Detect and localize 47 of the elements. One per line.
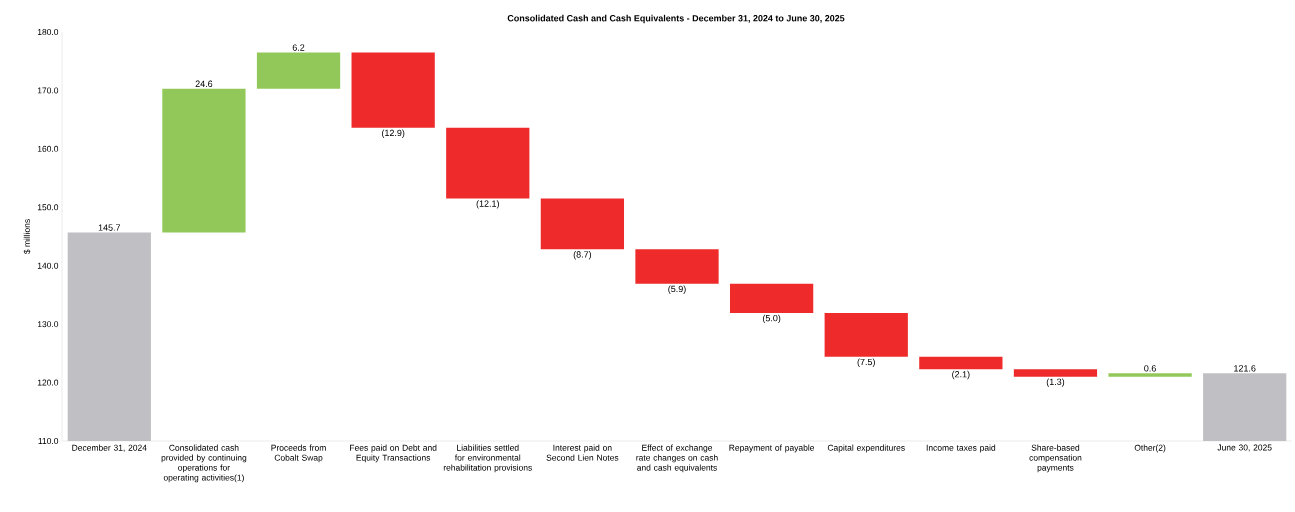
data-label: 0.6	[1144, 365, 1156, 372]
data-label: (5.0)	[762, 314, 781, 324]
x-tick-label: Share-based compensation payments	[1029, 444, 1082, 473]
x-tick-label: Fees paid on Debt and Equity Transactions	[350, 444, 437, 463]
x-tick-label: Proceeds from Cobalt Swap	[271, 444, 326, 463]
data-label: (12.1)	[476, 200, 499, 209]
y-tick-label: 150.0	[37, 204, 59, 211]
y-tick-label: 160.0	[37, 145, 59, 152]
bar	[919, 356, 1003, 370]
bar	[540, 198, 625, 250]
data-label: (12.9)	[382, 129, 405, 138]
x-tick-label: Effect of exchange rate changes on cash and cash equivalents	[636, 444, 718, 473]
x-tick-label: Other(2)	[1134, 444, 1166, 453]
data-label: 145.7	[98, 224, 121, 231]
y-tick-label: 180.0	[37, 29, 59, 35]
x-tick-label: Capital expenditures	[827, 444, 905, 453]
bar	[256, 52, 341, 89]
bar	[446, 127, 530, 199]
bar	[1013, 369, 1098, 377]
data-label: (1.3)	[1046, 378, 1065, 387]
bar	[824, 313, 908, 357]
x-tick-label: Income taxes paid	[926, 444, 996, 453]
data-label: 24.6	[195, 80, 213, 87]
y-tick-label: 170.0	[37, 87, 59, 94]
x-tick-label: Interest paid on Second Lien Notes	[546, 444, 619, 461]
bar	[351, 52, 435, 128]
y-tick-label: 140.0	[37, 262, 59, 269]
data-label: (5.9)	[668, 285, 686, 294]
y-tick-label: 120.0	[37, 379, 59, 386]
data-label: 121.6	[1234, 365, 1256, 372]
chart-title: Consolidated Cash and Cash Equivalents - December 31, 2024 to June 30, 2025	[507, 14, 845, 24]
y-tick-label: 110.0	[38, 438, 59, 444]
bar	[635, 249, 719, 284]
bar	[729, 283, 814, 314]
x-tick-label: Liabilities settled for environmental rehabilitation provisions	[443, 444, 532, 473]
bar	[1108, 373, 1192, 377]
data-label: 6.2	[292, 44, 305, 51]
y-axis-title: $ millions	[23, 219, 31, 255]
y-tick-label: 130.0	[37, 321, 59, 328]
x-tick-label: Consolidated cash provided by continuing operations for operating activities(1)	[161, 444, 247, 483]
data-label: (8.7)	[573, 251, 592, 260]
data-label: (2.1)	[952, 370, 970, 380]
bar	[162, 88, 246, 233]
x-tick-label: December 31, 2024	[72, 444, 147, 452]
data-label: (7.5)	[857, 358, 875, 367]
x-tick-label: Repayment of payable	[729, 444, 815, 453]
x-tick-label: June 30, 2025	[1217, 444, 1272, 452]
